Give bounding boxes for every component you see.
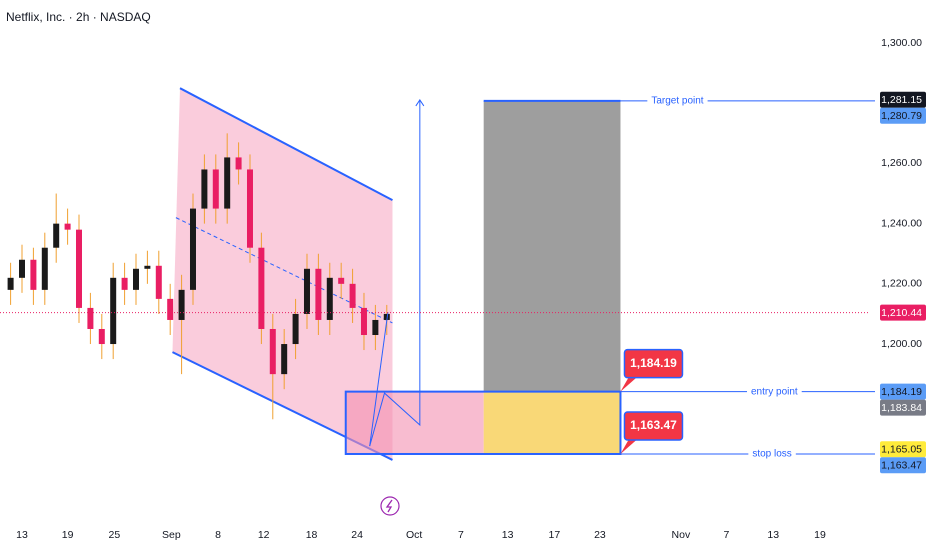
price-badge [880,107,926,124]
x-tick-label: 7 [724,529,730,541]
y-tick-label: 1,300.00 [881,37,922,49]
candle-body [189,208,196,290]
candle-body [64,223,71,230]
candle-body [292,313,299,345]
price-badge-label: 1,165.05 [881,444,922,456]
candle-body [246,169,253,248]
x-tick-label: 17 [549,529,561,541]
candle-body [269,328,276,375]
price-badge-label: 1,184.19 [881,386,922,398]
candle-body [372,319,379,336]
candle-body [132,268,139,290]
candle-body [360,307,367,336]
chart-title: Netflix, Inc. · 2h · NASDAQ [6,10,151,24]
x-tick-label: 13 [502,529,514,541]
candle-body [110,277,117,345]
x-tick-label: 23 [594,529,606,541]
candle-body [144,265,151,269]
candle-body [326,277,333,320]
candle-body [212,169,219,209]
callout-box [623,348,684,379]
candle-body [53,223,60,248]
x-tick-label: 13 [16,529,28,541]
annotation-label: stop loss [752,449,791,460]
x-tick-label: 13 [767,529,779,541]
arrow-head [415,99,425,107]
x-tick-label: 12 [258,529,270,541]
projection-link [369,312,389,447]
candle-body [224,157,231,209]
price-badge [880,304,926,321]
y-tick-label: 1,200.00 [881,338,922,350]
x-tick-label: Oct [406,529,422,541]
gray-zone [483,100,621,392]
y-tick-label: 1,220.00 [881,278,922,290]
x-tick-label: 19 [814,529,826,541]
candle-body [315,268,322,320]
candle-body [19,259,26,278]
price-badge-label: 1,210.44 [881,307,922,319]
channel-upper-line [179,87,393,202]
candle-body [338,277,345,284]
callout-pointer [620,439,637,454]
x-tick-label: 18 [306,529,318,541]
price-badge [880,457,926,474]
x-tick-label: 7 [458,529,464,541]
candle-body [155,265,162,299]
x-tick-label: Nov [672,529,691,541]
price-badge-label: 1,281.15 [881,94,922,106]
projection-path [369,99,421,447]
price-badge-label: 1,163.47 [881,460,922,472]
channel-mid-line [175,217,393,324]
pink-zone [345,391,484,454]
annotation-label: Target point [651,96,703,107]
alert-icon [380,496,400,516]
callout-box [623,411,684,441]
x-tick-label: 25 [108,529,120,541]
price-badge [880,91,926,108]
candle-body [7,277,14,290]
price-badge [880,441,926,458]
candle-body [75,229,82,308]
candle-body [121,277,128,290]
candle-body [87,307,94,329]
y-tick-label: 1,260.00 [881,157,922,169]
callout-label: 1,163.47 [630,418,677,432]
candle-body [30,259,37,290]
candle-body [303,268,310,314]
x-tick-label: 24 [351,529,363,541]
candle-body [201,169,208,209]
entry-stop-box [344,390,622,455]
x-tick-label: 8 [215,529,221,541]
x-tick-label: 19 [62,529,74,541]
price-badge [880,383,926,400]
yellow-zone [483,391,621,454]
y-tick-label: 1,240.00 [881,217,922,229]
candle-body [178,289,185,320]
annotation-label: entry point [751,386,798,397]
candle-body [235,157,242,170]
price-badge [880,399,926,416]
x-tick-label: Sep [162,529,181,541]
candle-body [258,247,265,329]
callout-label: 1,184.19 [630,356,677,370]
candle-body [167,298,174,320]
price-badge-label: 1,183.84 [881,402,922,414]
candle-body [281,344,288,375]
candle-body [349,283,356,308]
price-badge-label: 1,280.79 [881,110,922,122]
candle-body [41,247,48,290]
callout-pointer [620,377,637,392]
candle-body [98,328,105,345]
